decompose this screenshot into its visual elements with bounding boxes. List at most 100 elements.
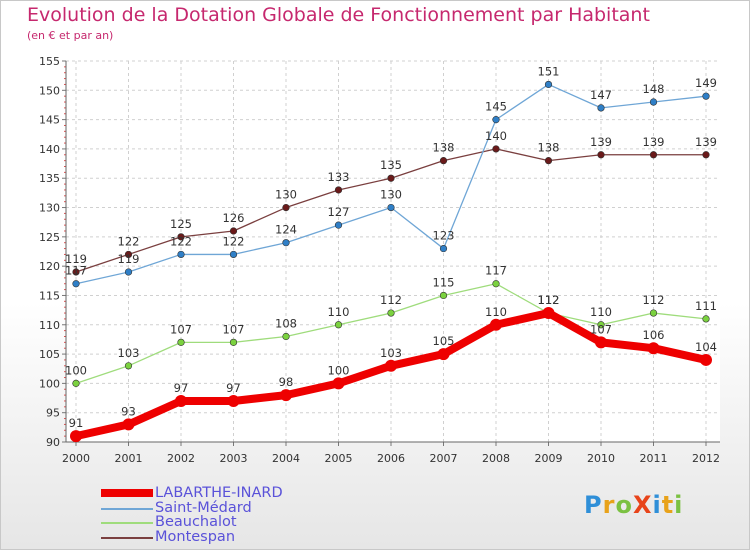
data-label: 133 [328, 170, 350, 184]
y-tick-label: 125 [39, 231, 60, 244]
data-point [177, 250, 185, 259]
data-point [649, 98, 658, 106]
data-point [334, 221, 343, 229]
y-tick-label: 115 [39, 289, 60, 302]
y-tick-label: 110 [39, 319, 60, 332]
data-point [490, 318, 502, 331]
y-tick-label: 145 [39, 114, 60, 127]
data-label: 107 [223, 322, 245, 336]
data-point [334, 186, 343, 194]
data-point [227, 394, 240, 407]
data-label: 122 [118, 234, 140, 248]
data-label: 138 [433, 141, 455, 155]
data-point [542, 307, 555, 320]
legend-swatch [101, 536, 153, 539]
logo-letter: X [632, 491, 653, 519]
data-label: 107 [590, 322, 612, 336]
x-tick-label: 2003 [220, 452, 248, 465]
data-label: 103 [380, 346, 402, 360]
data-point [437, 348, 450, 361]
data-point [72, 268, 80, 276]
data-point [70, 430, 82, 443]
data-point [700, 353, 712, 366]
data-point [492, 280, 500, 288]
data-point [595, 336, 607, 349]
data-label: 126 [223, 211, 245, 225]
data-label: 145 [485, 100, 507, 114]
data-label: 117 [65, 264, 87, 278]
data-label: 140 [485, 129, 507, 143]
logo-letter: P [584, 491, 603, 519]
data-label: 124 [275, 223, 297, 237]
logo-letter: i [674, 491, 684, 519]
data-point [649, 151, 658, 159]
data-label: 149 [695, 76, 717, 90]
data-point [597, 104, 605, 112]
data-label: 104 [695, 340, 717, 354]
plot-area [66, 61, 720, 442]
y-tick-label: 135 [39, 172, 60, 185]
data-label: 97 [174, 381, 189, 395]
data-point [334, 321, 343, 329]
y-tick-label: 95 [46, 407, 60, 420]
data-point [387, 174, 395, 182]
data-label: 147 [590, 88, 612, 102]
data-point [387, 203, 395, 212]
data-label: 130 [380, 188, 402, 202]
legend-label: Saint-Médard [155, 499, 252, 516]
data-label: 151 [538, 64, 560, 78]
data-point [597, 321, 605, 329]
chart-title: Evolution de la Dotation Globale de Fonc… [27, 4, 650, 26]
data-label: 112 [380, 293, 402, 307]
data-point [439, 244, 448, 253]
chart-subtitle: (en € et par an) [27, 29, 114, 42]
y-tick-label: 90 [46, 436, 60, 449]
y-tick-label: 140 [39, 143, 60, 156]
legend-label: LABARTHE-INARD [155, 485, 283, 501]
data-label: 139 [695, 135, 717, 149]
y-tick-label: 150 [39, 84, 60, 97]
data-point [229, 227, 238, 235]
data-point [72, 280, 80, 288]
data-point [282, 203, 290, 212]
data-point [229, 250, 238, 259]
data-label: 115 [433, 275, 455, 289]
data-point [124, 250, 133, 259]
data-label: 148 [643, 82, 665, 96]
data-point [439, 157, 448, 165]
logo-letter: i [652, 491, 662, 519]
data-label: 93 [121, 404, 136, 418]
data-label: 112 [643, 293, 665, 307]
data-label: 111 [695, 299, 717, 313]
data-label: 98 [279, 375, 294, 389]
x-tick-label: 2011 [640, 452, 668, 465]
data-label: 112 [538, 293, 560, 307]
logo-letter: t [661, 491, 675, 519]
data-label: 122 [170, 234, 192, 248]
data-label: 106 [643, 328, 665, 342]
legend-swatch [101, 522, 153, 524]
data-point [177, 233, 185, 241]
data-point [124, 362, 133, 370]
data-point [439, 291, 448, 300]
data-point [282, 332, 290, 341]
data-point [282, 239, 290, 247]
data-point [647, 342, 660, 355]
data-point [229, 338, 238, 346]
data-label: 122 [223, 234, 245, 248]
data-label: 117 [485, 264, 507, 278]
x-tick-label: 2001 [115, 452, 143, 465]
data-label: 139 [590, 135, 612, 149]
data-label: 108 [275, 316, 297, 330]
x-tick-label: 2006 [377, 452, 405, 465]
data-label: 123 [433, 229, 455, 243]
data-point [175, 394, 187, 407]
logo-letter: r [602, 491, 616, 519]
data-label: 103 [118, 346, 140, 360]
data-point [124, 268, 133, 276]
data-point [702, 151, 710, 159]
data-point [544, 157, 553, 165]
data-label: 105 [433, 334, 455, 348]
data-point [280, 389, 292, 402]
